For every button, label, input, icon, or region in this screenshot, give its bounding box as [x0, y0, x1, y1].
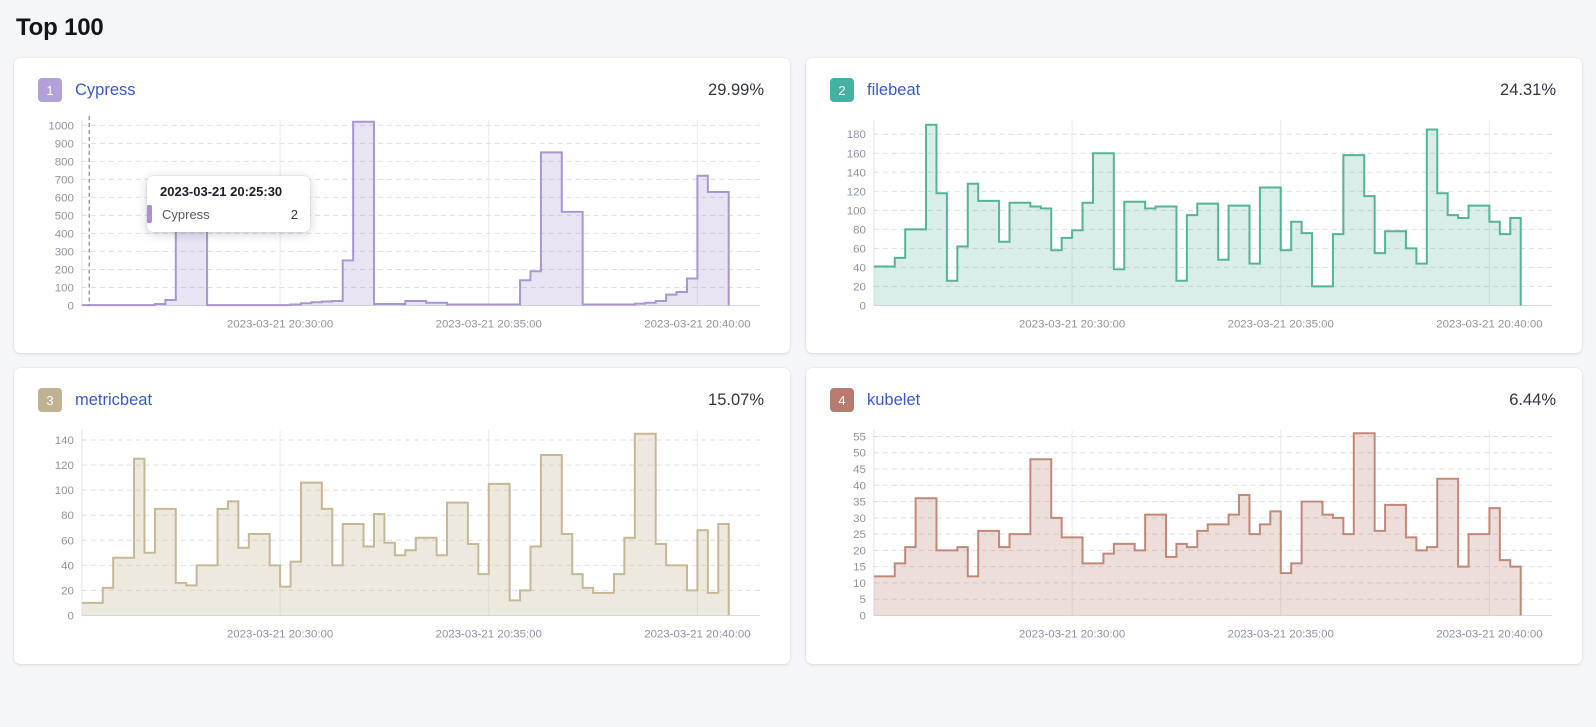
- y-axis-tick-label: 120: [55, 460, 74, 472]
- x-axis-tick-label: 2023-03-21 20:40:00: [644, 318, 750, 330]
- y-axis-tick-label: 160: [847, 148, 866, 160]
- series-marker: [147, 205, 152, 223]
- y-axis-tick-label: 100: [847, 205, 866, 217]
- x-axis-tick-label: 2023-03-21 20:40:00: [644, 629, 750, 641]
- y-axis-tick-label: 100: [55, 282, 74, 294]
- chart-filebeat[interactable]: 2023-03-21 20:30:00 2023-03-21 20:35:00 20…: [830, 110, 1558, 341]
- x-axis-tick-label: 2023-03-21 20:35:00: [436, 629, 542, 641]
- y-axis-tick-label: 50: [853, 448, 866, 460]
- service-card-cypress: 1 Cypress 29.99% 2023-03-21 20:30:00 2023…: [14, 58, 790, 354]
- y-axis-tick-label: 0: [860, 611, 866, 623]
- x-axis-tick-label: 2023-03-21 20:30:00: [1019, 318, 1125, 330]
- area-fill: [873, 433, 1521, 616]
- service-card-filebeat: 2 filebeat 24.31% 2023-03-21 20:30:00 202…: [806, 58, 1582, 354]
- percent-value: 6.44%: [1509, 390, 1556, 409]
- y-axis-tick-label: 600: [55, 192, 74, 204]
- area-line: [873, 123, 1522, 306]
- y-axis-tick-label: 40: [853, 262, 866, 274]
- x-axis-tick-label: 2023-03-21 20:30:00: [1019, 629, 1125, 641]
- card-header: 3 metricbeat 15.07%: [38, 388, 766, 413]
- y-axis-tick-label: 500: [55, 210, 74, 222]
- x-axis-tick-label: 2023-03-21 20:40:00: [1436, 629, 1542, 641]
- x-axis-tick-label: 2023-03-21 20:35:00: [1228, 318, 1334, 330]
- step-area-chart[interactable]: 2023-03-21 20:30:00 2023-03-21 20:35:00 20…: [830, 420, 1558, 651]
- y-axis-tick-label: 1000: [48, 120, 73, 132]
- rank-badge: 4: [830, 388, 854, 413]
- area-line: [873, 432, 1522, 616]
- chart-kubelet[interactable]: 2023-03-21 20:30:00 2023-03-21 20:35:00 20…: [830, 420, 1558, 651]
- y-axis-tick-label: 15: [853, 562, 866, 574]
- y-axis-tick-label: 0: [68, 300, 74, 312]
- step-area-chart[interactable]: 2023-03-21 20:30:00 2023-03-21 20:35:00 20…: [38, 420, 766, 651]
- y-axis-tick-label: 80: [61, 511, 74, 523]
- y-axis-tick-label: 140: [847, 167, 866, 179]
- service-link-kubelet[interactable]: kubelet: [867, 390, 921, 409]
- y-axis-tick-label: 400: [55, 228, 74, 240]
- page-title: Top 100: [16, 14, 104, 41]
- x-axis-tick-label: 2023-03-21 20:35:00: [1228, 629, 1334, 641]
- y-axis-tick-label: 60: [61, 536, 74, 548]
- cards-grid: 1 Cypress 29.99% 2023-03-21 20:30:00 2023…: [14, 58, 1582, 664]
- y-axis-tick-label: 40: [61, 561, 74, 573]
- step-area-chart[interactable]: 2023-03-21 20:30:00 2023-03-21 20:35:00 20…: [830, 110, 1558, 341]
- card-header: 1 Cypress 29.99%: [38, 78, 766, 102]
- tooltip-series-value: 2: [290, 206, 298, 222]
- y-axis-tick-label: 0: [860, 300, 866, 312]
- y-axis-tick-label: 10: [853, 578, 866, 590]
- y-axis-tick-label: 180: [847, 129, 866, 141]
- x-axis-tick-label: 2023-03-21 20:35:00: [436, 318, 542, 330]
- y-axis-tick-label: 0: [68, 611, 74, 623]
- rank-badge: 3: [38, 388, 62, 413]
- y-axis-tick-label: 40: [853, 481, 866, 493]
- area-line: [81, 433, 730, 616]
- y-axis-tick-label: 140: [55, 435, 74, 447]
- rank-badge: 1: [38, 78, 62, 102]
- area-fill: [81, 434, 729, 616]
- y-axis-tick-label: 700: [55, 174, 74, 186]
- service-card-metricbeat: 3 metricbeat 15.07% 2023-03-21 20:30:00 2…: [14, 368, 790, 664]
- y-axis-tick-label: 900: [55, 138, 74, 150]
- y-axis-tick-label: 100: [55, 485, 74, 497]
- y-axis-tick-label: 45: [853, 464, 866, 476]
- y-axis-tick-label: 20: [61, 586, 74, 598]
- service-link-cypress[interactable]: Cypress: [75, 80, 136, 99]
- rank-badge: 2: [830, 78, 854, 102]
- service-card-kubelet: 4 kubelet 6.44% 2023-03-21 20:30:00 2023-…: [806, 368, 1582, 664]
- chart-tooltip: 2023-03-21 20:25:30 Cypress 2: [147, 176, 310, 232]
- y-axis-tick-label: 20: [853, 281, 866, 293]
- x-axis-tick-label: 2023-03-21 20:30:00: [227, 629, 333, 641]
- x-axis-tick-label: 2023-03-21 20:30:00: [227, 318, 333, 330]
- y-axis-tick-label: 300: [55, 246, 74, 258]
- percent-value: 15.07%: [708, 390, 764, 409]
- area-fill: [81, 121, 729, 306]
- y-axis-tick-label: 60: [853, 243, 866, 255]
- service-link-filebeat[interactable]: filebeat: [867, 80, 921, 99]
- x-axis-tick-label: 2023-03-21 20:40:00: [1436, 318, 1542, 330]
- tooltip-series-name: Cypress: [162, 206, 210, 222]
- y-axis-tick-label: 120: [847, 186, 866, 198]
- y-axis-tick-label: 55: [853, 432, 866, 444]
- card-header: 4 kubelet 6.44%: [830, 388, 1558, 413]
- y-axis-tick-label: 5: [860, 595, 866, 607]
- percent-value: 29.99%: [708, 80, 764, 99]
- y-axis-tick-label: 20: [853, 546, 866, 558]
- tooltip-timestamp: 2023-03-21 20:25:30: [160, 184, 283, 199]
- service-link-metricbeat[interactable]: metricbeat: [75, 390, 153, 409]
- y-axis-tick-label: 25: [853, 529, 866, 541]
- card-header: 2 filebeat 24.31%: [830, 78, 1558, 102]
- y-axis-tick-label: 800: [55, 156, 74, 168]
- y-axis-tick-label: 80: [853, 224, 866, 236]
- tooltip-row: Cypress 2: [147, 204, 310, 232]
- y-axis-tick-label: 200: [55, 264, 74, 276]
- y-axis-tick-label: 30: [853, 513, 866, 525]
- percent-value: 24.31%: [1500, 80, 1556, 99]
- y-axis-tick-label: 35: [853, 497, 866, 509]
- chart-metricbeat[interactable]: 2023-03-21 20:30:00 2023-03-21 20:35:00 20…: [38, 420, 766, 651]
